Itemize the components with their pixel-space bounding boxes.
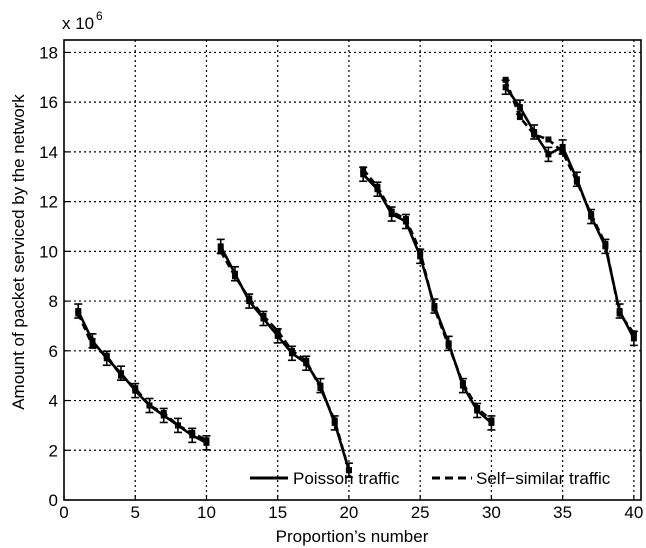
y-multiplier-exponent: 6 <box>96 9 103 23</box>
data-point-self-similar-traffic <box>89 342 96 349</box>
data-point-self-similar-traffic <box>174 422 181 429</box>
data-point-self-similar-traffic <box>75 310 82 317</box>
y-tick-label: 14 <box>39 143 58 162</box>
data-point-self-similar-traffic <box>345 467 352 474</box>
plot-frame <box>63 39 642 501</box>
data-point-self-similar-traffic <box>531 131 538 138</box>
data-point-self-similar-traffic <box>132 385 139 392</box>
data-point-self-similar-traffic <box>146 402 153 409</box>
x-tick-label: 5 <box>131 503 140 522</box>
data-point-self-similar-traffic <box>160 409 167 416</box>
y-tick-label: 18 <box>39 43 58 62</box>
y-multiplier-base: x 10 <box>62 14 94 33</box>
data-point-self-similar-traffic <box>474 405 481 411</box>
data-point-self-similar-traffic <box>630 330 637 337</box>
grid <box>64 40 641 500</box>
x-tick-label: 25 <box>411 503 430 522</box>
data-point-self-similar-traffic <box>488 417 495 424</box>
x-tick-label: 40 <box>624 503 643 522</box>
data-point-self-similar-traffic <box>502 76 509 83</box>
data-point-self-similar-traffic <box>602 240 609 247</box>
data-point-self-similar-traffic <box>331 417 338 424</box>
y-axis-label: Amount of packet serviced by the network <box>9 94 28 410</box>
series-line-poisson-traffic <box>362 173 493 424</box>
y-tick-label: 8 <box>49 292 58 311</box>
series-line-self-similar-traffic <box>504 79 635 335</box>
y-tick-label: 12 <box>39 193 58 212</box>
data-point-self-similar-traffic <box>445 342 452 349</box>
data-point-self-similar-traffic <box>588 211 595 218</box>
data-point-self-similar-traffic <box>573 178 580 185</box>
data-point-self-similar-traffic <box>431 305 438 312</box>
series-line-poisson-traffic <box>219 245 351 471</box>
data-point-self-similar-traffic <box>288 347 295 354</box>
data-point-self-similar-traffic <box>559 148 566 155</box>
x-tick-label: 35 <box>553 503 572 522</box>
data-point-self-similar-traffic <box>103 352 110 359</box>
x-tick-label: 30 <box>482 503 501 522</box>
x-axis-label: Proportion’s number <box>276 527 429 546</box>
y-tick-label: 0 <box>49 491 58 510</box>
data-point-self-similar-traffic <box>516 114 523 121</box>
data-point-self-similar-traffic <box>217 248 224 255</box>
x-tick-label: 20 <box>339 503 358 522</box>
series-line-self-similar-traffic <box>362 168 493 422</box>
y-tick-label: 16 <box>39 93 58 112</box>
series-line-self-similar-traffic <box>77 312 208 442</box>
data-point-self-similar-traffic <box>616 310 623 317</box>
x-tick-label: 10 <box>197 503 216 522</box>
y-tick-label: 4 <box>49 392 58 411</box>
data-point-self-similar-traffic <box>317 385 324 392</box>
ticks: 0 5 10 15 20 25 30 35 40 0 2 4 6 8 10 12 14 16 18 <box>39 43 643 522</box>
x-tick-label: 0 <box>59 503 68 522</box>
series-line-self-similar-traffic <box>219 250 351 471</box>
legend: Poisson traffic Self−similar traffic <box>250 469 611 488</box>
data-point-self-similar-traffic <box>260 313 267 319</box>
data-point-self-similar-traffic <box>374 183 381 190</box>
series-layer <box>74 76 638 478</box>
series-line-poisson-traffic <box>77 310 208 444</box>
data-point-self-similar-traffic <box>459 380 466 387</box>
data-point-self-similar-traffic <box>417 248 424 255</box>
data-point-self-similar-traffic <box>117 372 124 379</box>
legend-label-self-similar: Self−similar traffic <box>476 469 611 488</box>
data-point-self-similar-traffic <box>402 216 409 223</box>
y-tick-label: 10 <box>39 242 58 261</box>
data-point-self-similar-traffic <box>545 136 552 143</box>
data-point-self-similar-traffic <box>388 208 395 215</box>
x-tick-label: 15 <box>268 503 287 522</box>
data-point-self-similar-traffic <box>274 327 281 334</box>
data-point-self-similar-traffic <box>231 273 238 280</box>
y-tick-label: 2 <box>49 441 58 460</box>
data-point-self-similar-traffic <box>203 437 210 444</box>
data-point-self-similar-traffic <box>246 295 253 302</box>
data-point-self-similar-traffic <box>360 166 367 173</box>
data-point-self-similar-traffic <box>189 429 196 436</box>
data-point-self-similar-traffic <box>303 357 310 364</box>
legend-label-poisson: Poisson traffic <box>293 469 400 488</box>
y-tick-label: 6 <box>49 342 58 361</box>
